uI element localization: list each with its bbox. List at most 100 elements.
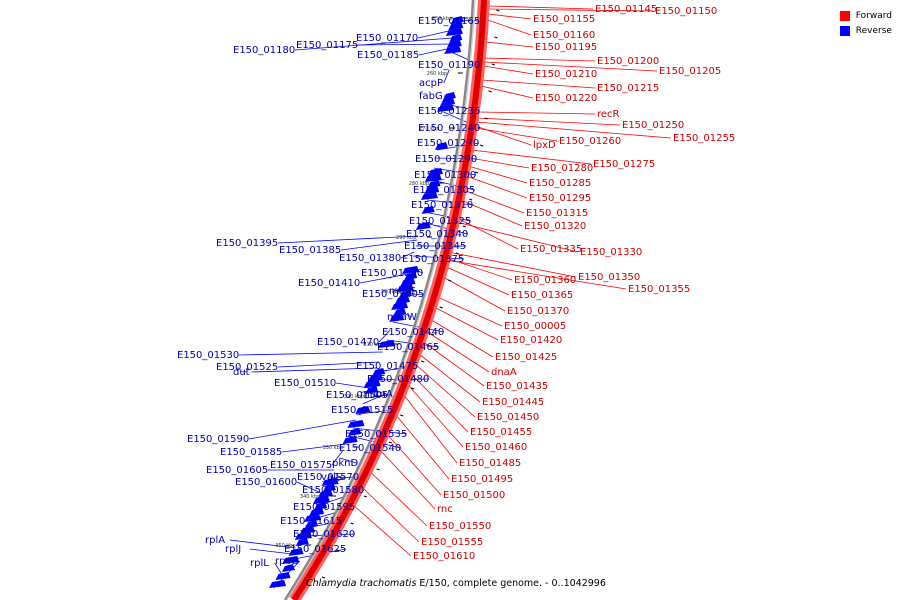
gene-label-acpp[interactable]: acpP (419, 78, 443, 89)
gene-label-e150-01190[interactable]: E150_01190 (418, 60, 480, 71)
gene-label-e150-01325[interactable]: E150_01325 (409, 216, 471, 227)
gene-label-e150-01160[interactable]: E150_01160 (533, 30, 595, 41)
gene-label-e150-01280[interactable]: E150_01280 (531, 163, 593, 174)
gene-label-e150-01485[interactable]: E150_01485 (459, 458, 521, 469)
gene-label-e150-01345[interactable]: E150_01345 (404, 241, 466, 252)
gene-label-rpll[interactable]: rplL (250, 558, 269, 569)
gene-label-mraw[interactable]: mraW (387, 312, 417, 323)
gene-label-e150-01450[interactable]: E150_01450 (477, 412, 539, 423)
gene-label-e150-01610[interactable]: E150_01610 (413, 551, 475, 562)
gene-label-e150-01535[interactable]: E150_01535 (345, 429, 407, 440)
gene-label-rplj[interactable]: rplJ (225, 544, 241, 555)
gene-label-e150-01500[interactable]: E150_01500 (443, 490, 505, 501)
gene-label-e150-01420[interactable]: E150_01420 (500, 335, 562, 346)
gene-label-e150-01315[interactable]: E150_01315 (526, 208, 588, 219)
gene-label-e150-01410[interactable]: E150_01410 (298, 278, 360, 289)
gene-label-e150-01330[interactable]: E150_01330 (580, 247, 642, 258)
gene-label-e150-01620[interactable]: E150_01620 (293, 529, 355, 540)
gene-label-e150-01525[interactable]: E150_01525 (216, 362, 278, 373)
gene-label-e150-01165[interactable]: E150_01165 (418, 16, 480, 27)
gene-label-e150-01285[interactable]: E150_01285 (529, 178, 591, 189)
gene-label-e150-01320[interactable]: E150_01320 (524, 221, 586, 232)
gene-label-e150-01300[interactable]: E150_01300 (414, 170, 476, 181)
gene-label-rnc[interactable]: rnc (437, 504, 453, 515)
gene-label-recr[interactable]: recR (597, 109, 620, 120)
gene-label-e150-01205[interactable]: E150_01205 (659, 66, 721, 77)
gene-label-e150-01175[interactable]: E150_01175 (296, 40, 358, 51)
gene-label-e150-01590[interactable]: E150_01590 (187, 434, 249, 445)
gene-label-e150-01605[interactable]: E150_01605 (206, 465, 268, 476)
gene-label-mure[interactable]: murE (389, 286, 416, 297)
gene-label-e150-01555[interactable]: E150_01555 (421, 537, 483, 548)
gene-label-e150-01145[interactable]: E150_01145 (595, 4, 657, 15)
gene-label-e150-01215[interactable]: E150_01215 (597, 83, 659, 94)
gene-label-e150-01370[interactable]: E150_01370 (507, 306, 569, 317)
gene-label-e150-01625[interactable]: E150_01625 (284, 544, 346, 555)
gene-label-e150-01355[interactable]: E150_01355 (628, 284, 690, 295)
gene-label-e150-01445[interactable]: E150_01445 (482, 397, 544, 408)
gene-label-e150-01340[interactable]: E150_01340 (406, 229, 468, 240)
gene-label-e150-01250[interactable]: E150_01250 (622, 120, 684, 131)
gene-label-e150-01455[interactable]: E150_01455 (470, 427, 532, 438)
gene-label-e150-01395[interactable]: E150_01395 (216, 238, 278, 249)
gene-label-mnma[interactable]: mnmA (360, 389, 393, 400)
gene-label-e150-01510[interactable]: E150_01510 (274, 378, 336, 389)
gene-label-vals[interactable]: valS (321, 472, 342, 483)
gene-label-e150-01570[interactable]: E150_01570 (297, 472, 359, 483)
gene-label-e150-01270[interactable]: E150_01270 (417, 138, 479, 149)
gene-label-rpla[interactable]: rplA (205, 535, 225, 546)
gene-label-e150-01195[interactable]: E150_01195 (535, 42, 597, 53)
gene-label-pknd[interactable]: pknD (332, 458, 358, 469)
gene-label-e150-01150[interactable]: E150_01150 (655, 6, 717, 17)
gene-label-e150-01255[interactable]: E150_01255 (673, 133, 735, 144)
gene-label-e150-01425[interactable]: E150_01425 (495, 352, 557, 363)
gene-label-e150-00005[interactable]: E150_00005 (504, 321, 566, 332)
gene-label-e150-01155[interactable]: E150_01155 (533, 14, 595, 25)
gene-label-e150-01200[interactable]: E150_01200 (597, 56, 659, 67)
gene-label-e150-01600[interactable]: E150_01600 (235, 477, 297, 488)
gene-label-lpxd[interactable]: lpxD (533, 140, 556, 151)
gene-label-e150-01515[interactable]: E150_01515 (331, 405, 393, 416)
gene-label-e150-01260[interactable]: E150_01260 (559, 136, 621, 147)
gene-label-e150-01210[interactable]: E150_01210 (535, 69, 597, 80)
gene-label-e150-01220[interactable]: E150_01220 (535, 93, 597, 104)
gene-label-e150-01375[interactable]: E150_01375 (402, 254, 464, 265)
gene-label-e150-01585[interactable]: E150_01585 (220, 447, 282, 458)
gene-label-e150-01310[interactable]: E150_01310 (411, 200, 473, 211)
gene-label-e150-01290[interactable]: E150_01290 (415, 154, 477, 165)
gene-label-dut[interactable]: dut (233, 367, 250, 378)
gene-label-e150-01390[interactable]: E150_01390 (361, 268, 423, 279)
gene-label-e150-01435[interactable]: E150_01435 (486, 381, 548, 392)
gene-label-e150-01170[interactable]: E150_01170 (356, 33, 418, 44)
gene-label-e150-01550[interactable]: E150_01550 (429, 521, 491, 532)
gene-label-e150-01530[interactable]: E150_01530 (177, 350, 239, 361)
gene-label-e150-01615[interactable]: E150_01615 (280, 516, 342, 527)
gene-label-e150-01240[interactable]: E150_01240 (418, 123, 480, 134)
gene-label-e150-01305[interactable]: E150_01305 (413, 185, 475, 196)
gene-label-e150-01480[interactable]: E150_01480 (367, 374, 429, 385)
gene-label-e150-01380[interactable]: E150_01380 (339, 253, 401, 264)
gene-label-e150-01595[interactable]: E150_01595 (293, 502, 355, 513)
gene-label-e150-01495[interactable]: E150_01495 (451, 474, 513, 485)
gene-label-e150-01365[interactable]: E150_01365 (511, 290, 573, 301)
gene-label-fabg[interactable]: fabG (419, 91, 443, 102)
gene-label-e150-01540[interactable]: E150_01540 (339, 443, 401, 454)
gene-label-rpob[interactable]: rpoB (275, 556, 299, 567)
gene-label-e150-01335[interactable]: E150_01335 (520, 244, 582, 255)
gene-label-e150-01465[interactable]: E150_01465 (377, 342, 439, 353)
gene-label-e150-01505[interactable]: E150_01505 (326, 390, 388, 401)
gene-label-e150-01350[interactable]: E150_01350 (578, 272, 640, 283)
gene-label-e150-01180[interactable]: E150_01180 (233, 45, 295, 56)
gene-label-e150-01235[interactable]: E150_01235 (418, 106, 480, 117)
gene-label-e150-01385[interactable]: E150_01385 (279, 245, 341, 256)
gene-label-e150-01460[interactable]: E150_01460 (465, 442, 527, 453)
gene-label-e150-01360[interactable]: E150_01360 (514, 275, 576, 286)
gene-label-dnaa[interactable]: dnaA (491, 367, 517, 378)
gene-label-e150-01470[interactable]: E150_01470 (317, 337, 379, 348)
gene-label-e150-01185[interactable]: E150_01185 (357, 50, 419, 61)
gene-label-e150-01475[interactable]: E150_01475 (356, 361, 418, 372)
gene-label-e150-01295[interactable]: E150_01295 (529, 193, 591, 204)
gene-label-e150-01580[interactable]: E150_01580 (302, 485, 364, 496)
gene-label-e150-01275[interactable]: E150_01275 (593, 159, 655, 170)
gene-label-e150-01405[interactable]: E150_01405 (362, 289, 424, 300)
